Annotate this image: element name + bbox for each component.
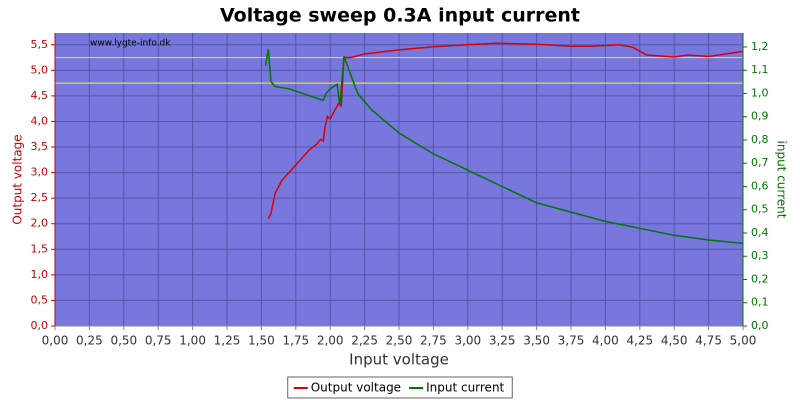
y-tick-label: 3,0 [31, 166, 49, 179]
x-tick-label: 2,75 [420, 334, 447, 348]
x-tick-label: 1,25 [214, 334, 241, 348]
y2-tick-label: 0,9 [751, 110, 769, 123]
x-tick-label: 1,75 [282, 334, 309, 348]
y2-tick-label: 0,1 [751, 296, 769, 309]
y-tick-label: 2,0 [31, 217, 49, 230]
x-tick-label: 4,75 [695, 334, 722, 348]
x-tick-label: 5,00 [730, 334, 757, 348]
legend: Output voltage Input current [287, 376, 513, 399]
y-tick-label: 4,0 [31, 114, 49, 127]
y2-tick-label: 0,4 [751, 226, 769, 239]
x-tick-label: 4,00 [592, 334, 619, 348]
y-tick-label: 5,5 [31, 38, 49, 51]
x-tick-label: 0,00 [42, 334, 69, 348]
y2-tick-label: 0,7 [751, 156, 769, 169]
legend-box [287, 376, 513, 399]
x-tick-label: 0,25 [76, 334, 103, 348]
legend-label: Input current [426, 381, 504, 395]
y2-axis-label: input current [775, 141, 789, 219]
y2-tick-label: 0,8 [751, 133, 769, 146]
x-axis-label: Input voltage [349, 351, 449, 369]
watermark: www.lygte-info.dk [90, 39, 171, 49]
x-tick-label: 3,75 [558, 334, 585, 348]
x-tick-label: 3,25 [489, 334, 516, 348]
y-tick-label: 1,0 [31, 268, 49, 281]
x-tick-label: 2,25 [351, 334, 378, 348]
y-tick-label: 1,5 [31, 242, 49, 255]
y-tick-label: 0,5 [31, 293, 49, 306]
y-tick-label: 0,0 [31, 319, 49, 332]
x-tick-label: 4,50 [661, 334, 688, 348]
chart-title: Voltage sweep 0.3A input current [220, 5, 580, 27]
y2-tick-label: 0,5 [751, 203, 769, 216]
series-line [264, 49, 744, 245]
y-tick-label: 2,5 [31, 191, 49, 204]
y-tick-label: 5,0 [31, 63, 49, 76]
legend-label: Output voltage [311, 381, 401, 395]
x-tick-label: 4,25 [626, 334, 653, 348]
y2-tick-label: 0,0 [751, 319, 769, 332]
x-tick-label: 3,00 [454, 334, 481, 348]
y2-tick-label: 0,2 [751, 272, 769, 285]
y-tick-label: 3,5 [31, 140, 49, 153]
y2-tick-label: 1,0 [751, 86, 769, 99]
x-tick-label: 2,00 [317, 334, 344, 348]
x-tick-label: 0,50 [110, 334, 137, 348]
y2-tick-label: 0,3 [751, 249, 769, 262]
x-tick-label: 1,50 [248, 334, 275, 348]
x-tick-label: 1,00 [179, 334, 206, 348]
x-tick-label: 0,75 [145, 334, 172, 348]
y-axis-label: Output voltage [11, 134, 25, 224]
x-tick-label: 2,50 [386, 334, 413, 348]
y2-tick-label: 0,6 [751, 179, 769, 192]
x-tick-label: 3,50 [523, 334, 550, 348]
y-tick-label: 4,5 [31, 89, 49, 102]
y2-tick-label: 1,1 [751, 63, 769, 76]
y2-tick-label: 1,2 [751, 40, 769, 53]
